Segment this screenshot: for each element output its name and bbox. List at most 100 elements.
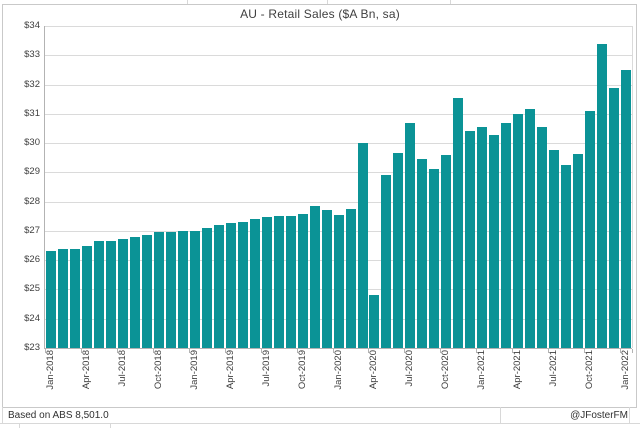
bar-Apr-2018 xyxy=(81,245,92,348)
bar-Jan-2020 xyxy=(333,214,344,348)
x-axis-tick xyxy=(296,349,298,353)
x-axis-label: Apr-2021 xyxy=(512,350,524,390)
plot-right-border xyxy=(632,26,633,348)
worksheet-gridline xyxy=(187,0,188,4)
x-axis-label: Jan-2018 xyxy=(45,350,56,390)
worksheet-gridline xyxy=(327,0,328,4)
bar-Feb-2019 xyxy=(201,228,212,348)
x-axis-tick xyxy=(152,349,154,353)
y-axis-label: $23 xyxy=(24,342,40,353)
x-axis-label: Oct-2018 xyxy=(152,350,164,390)
bar-Sep-2020 xyxy=(429,169,440,348)
x-axis-label: Oct-2020 xyxy=(440,350,452,390)
x-axis-tick xyxy=(440,349,442,353)
x-axis-label: Oct-2019 xyxy=(296,350,308,390)
x-axis-label: Jul-2021 xyxy=(548,350,560,387)
bar-Apr-2021 xyxy=(513,113,524,348)
source-note: Based on ABS 8,501.0 xyxy=(8,410,109,421)
worksheet-gridline xyxy=(0,423,640,424)
x-axis-label: Jan-2019 xyxy=(188,350,200,390)
bar-Aug-2018 xyxy=(129,236,140,348)
bar-Mar-2020 xyxy=(357,143,368,348)
y-axis-label: $32 xyxy=(24,79,40,90)
x-axis-tick xyxy=(188,349,190,353)
bar-Oct-2019 xyxy=(297,213,308,348)
gridline xyxy=(45,172,632,173)
bar-Oct-2021 xyxy=(585,110,596,348)
bar-Sep-2021 xyxy=(573,154,584,348)
x-axis-tick xyxy=(404,349,406,353)
x-axis-label: Oct-2021 xyxy=(584,350,596,390)
bar-Apr-2020 xyxy=(369,295,380,348)
bar-May-2018 xyxy=(93,241,104,348)
bar-Jul-2018 xyxy=(117,239,128,348)
x-axis-tick xyxy=(45,349,46,353)
bar-Oct-2020 xyxy=(441,155,452,348)
x-axis-line xyxy=(45,348,632,349)
gridline xyxy=(45,85,632,86)
bar-Aug-2021 xyxy=(561,165,572,348)
worksheet-gridline xyxy=(110,423,111,428)
bar-Jan-2019 xyxy=(189,230,200,348)
y-axis-label: $24 xyxy=(24,313,40,324)
bar-May-2021 xyxy=(525,109,536,348)
worksheet-gridline xyxy=(2,407,3,423)
bar-Jun-2018 xyxy=(105,241,116,348)
worksheet-gridline xyxy=(500,407,501,423)
x-axis-label: Jul-2019 xyxy=(260,350,272,387)
y-axis-label: $34 xyxy=(24,20,40,31)
x-axis-label: Jan-2021 xyxy=(476,350,488,390)
x-axis-label: Apr-2020 xyxy=(368,350,380,390)
chart-title: AU - Retail Sales ($A Bn, sa) xyxy=(240,7,400,21)
gridline xyxy=(45,143,632,144)
x-axis-tick xyxy=(476,349,478,353)
bar-Apr-2019 xyxy=(225,223,236,348)
bar-Aug-2020 xyxy=(417,158,428,348)
y-axis-label: $31 xyxy=(24,108,40,119)
bar-Oct-2018 xyxy=(153,232,164,348)
x-axis-tick xyxy=(332,349,334,353)
bar-Dec-2021 xyxy=(609,87,619,348)
worksheet-gridline xyxy=(450,0,451,4)
x-axis-tick xyxy=(368,349,370,353)
bar-Nov-2018 xyxy=(165,232,176,348)
author-handle: @JFosterFM xyxy=(570,410,628,421)
bar-Jun-2019 xyxy=(249,219,260,348)
y-axis-line xyxy=(44,26,45,349)
gridline xyxy=(45,55,632,56)
bar-Jul-2019 xyxy=(261,217,272,348)
bar-Sep-2018 xyxy=(141,235,152,348)
x-axis-label: Jan-2022 xyxy=(620,350,631,390)
bar-Nov-2020 xyxy=(453,97,464,348)
bar-Jul-2020 xyxy=(405,122,416,348)
y-axis-label: $29 xyxy=(24,166,40,177)
bar-Mar-2018 xyxy=(69,249,80,348)
x-axis-label: Jul-2020 xyxy=(404,350,416,387)
y-axis-label: $25 xyxy=(24,283,40,294)
bar-Jan-2021 xyxy=(477,127,488,348)
gridline xyxy=(45,202,632,203)
worksheet-gridline xyxy=(629,407,630,423)
x-axis-tick xyxy=(116,349,118,353)
bar-Mar-2019 xyxy=(213,225,224,348)
x-axis-tick xyxy=(80,349,82,353)
y-axis-label: $26 xyxy=(24,254,40,265)
bar-Dec-2020 xyxy=(465,130,476,348)
x-axis-label: Apr-2018 xyxy=(80,350,92,390)
bar-Feb-2018 xyxy=(58,248,68,348)
bar-Mar-2021 xyxy=(501,122,512,348)
x-axis-label: Jul-2018 xyxy=(116,350,128,387)
bar-Jun-2020 xyxy=(393,152,404,348)
y-axis-label: $33 xyxy=(24,49,40,60)
bar-Sep-2019 xyxy=(285,215,296,348)
y-axis-label: $30 xyxy=(24,137,40,148)
y-axis-label: $28 xyxy=(24,196,40,207)
y-axis-label: $27 xyxy=(24,225,40,236)
bar-May-2020 xyxy=(381,175,392,348)
x-axis-tick xyxy=(584,349,586,353)
bar-Dec-2018 xyxy=(177,230,188,348)
x-axis-label: Jan-2020 xyxy=(332,350,344,390)
bar-Feb-2021 xyxy=(489,134,500,348)
gridline xyxy=(45,26,632,27)
